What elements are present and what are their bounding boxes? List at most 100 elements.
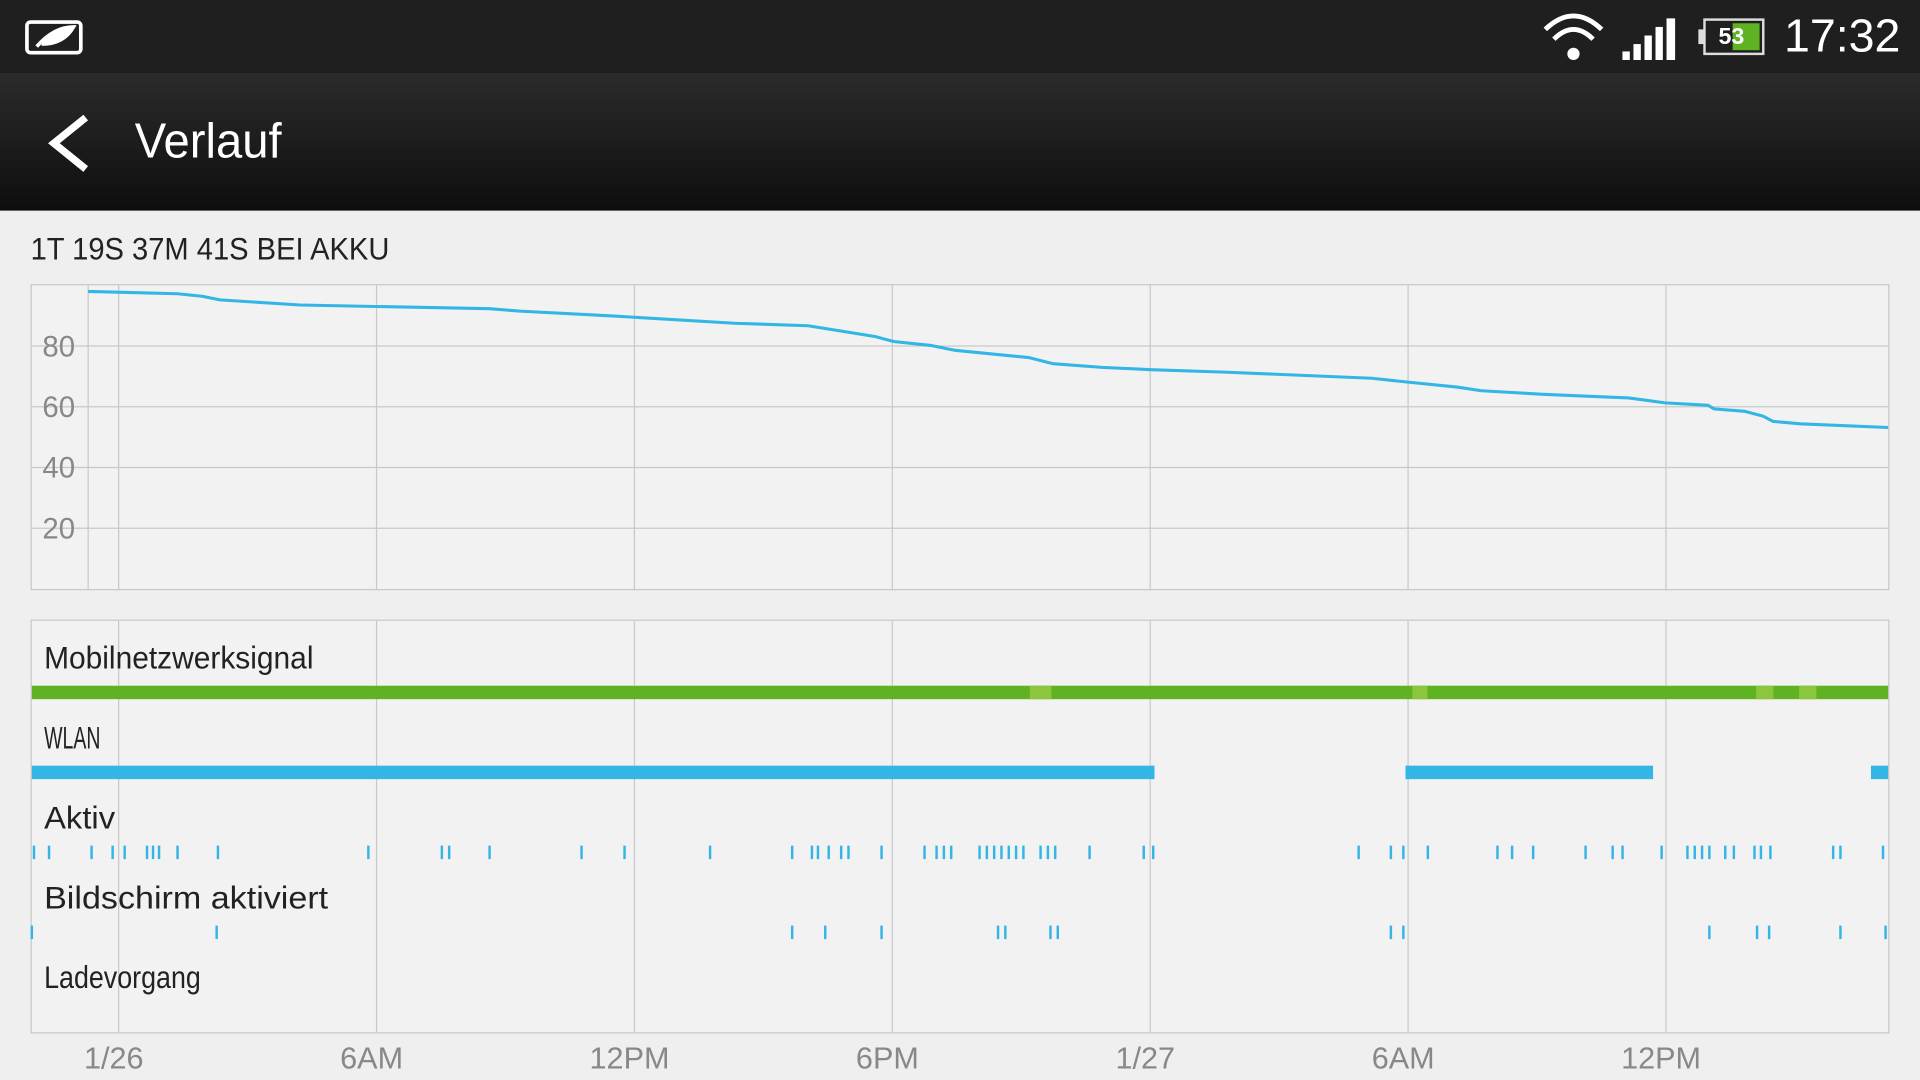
track-event xyxy=(1022,845,1025,860)
battery-line xyxy=(88,289,1889,429)
track-event xyxy=(157,845,161,860)
track-event xyxy=(1839,925,1842,940)
clock: 17:32 xyxy=(1784,9,1900,61)
battery-level: 53 xyxy=(1718,23,1744,49)
track-event xyxy=(123,845,126,860)
track-event xyxy=(32,845,36,860)
y-tick-label: 60 xyxy=(42,391,75,424)
track-event xyxy=(1621,845,1624,860)
track-event xyxy=(580,845,583,860)
track-event xyxy=(1014,845,1018,860)
track-event xyxy=(1056,925,1060,940)
track-event xyxy=(1151,845,1155,860)
track-segment xyxy=(31,685,1889,700)
track-event xyxy=(1402,925,1405,940)
track-event xyxy=(151,845,155,860)
track-event xyxy=(985,845,989,860)
track-event xyxy=(1426,845,1430,860)
track-event xyxy=(1053,845,1057,860)
track-event xyxy=(1700,845,1704,860)
track-event xyxy=(1693,845,1696,860)
track-label: Ladevorgang xyxy=(44,959,201,995)
track-event xyxy=(935,845,938,860)
track-event xyxy=(1389,925,1393,940)
track-event xyxy=(1357,845,1360,860)
x-tick-label: 1/26 xyxy=(84,1042,144,1076)
track-event xyxy=(47,845,51,860)
track-event xyxy=(1000,845,1003,860)
track-event xyxy=(790,845,794,860)
track-event xyxy=(1831,845,1835,860)
track-event xyxy=(816,845,820,860)
track-event xyxy=(708,845,712,860)
y-tick-label: 80 xyxy=(42,330,75,363)
track-event xyxy=(949,845,953,860)
track-event xyxy=(1759,845,1763,860)
track-event xyxy=(176,845,179,860)
track-event xyxy=(992,845,996,860)
track-segment xyxy=(1870,765,1889,780)
track-weak-segment xyxy=(1412,685,1428,700)
track-event xyxy=(1769,845,1772,860)
x-tick-label: 6AM xyxy=(1372,1042,1435,1076)
track-event xyxy=(1389,845,1393,860)
track-event xyxy=(447,845,451,860)
track-event xyxy=(488,845,491,860)
screen-title: Verlauf xyxy=(135,114,282,168)
track-event xyxy=(1039,845,1042,860)
track-event xyxy=(1046,845,1050,860)
track-event xyxy=(1767,925,1771,940)
x-tick-label: 12PM xyxy=(1621,1042,1701,1076)
action-bar xyxy=(0,73,1920,211)
track-label: WLAN xyxy=(44,719,100,755)
track-event xyxy=(1611,845,1614,860)
track-event xyxy=(623,845,626,860)
track-event xyxy=(1753,845,1756,860)
track-event xyxy=(824,925,827,940)
track-event xyxy=(1004,925,1007,940)
track-event xyxy=(30,925,34,940)
track-event xyxy=(1584,845,1587,860)
track-event xyxy=(923,845,926,860)
track-event xyxy=(996,925,1000,940)
battery-duration: 1T 19S 37M 41S BEI AKKU xyxy=(31,230,390,266)
track-event xyxy=(978,845,981,860)
track-event xyxy=(880,845,883,860)
history-panel xyxy=(30,619,1890,1034)
back-button[interactable] xyxy=(48,114,89,172)
track-event xyxy=(942,845,946,860)
track-event xyxy=(1007,845,1011,860)
track-label: Aktiv xyxy=(44,799,115,835)
track-event xyxy=(880,925,883,940)
track-event xyxy=(839,845,843,860)
x-tick-label: 6PM xyxy=(856,1042,919,1076)
track-event xyxy=(111,845,114,860)
track-event xyxy=(810,845,814,860)
status-bar xyxy=(0,0,1920,74)
track-event xyxy=(1142,845,1145,860)
track-label: Mobilnetzwerksignal xyxy=(44,639,313,675)
x-tick-label: 1/27 xyxy=(1116,1042,1176,1076)
signal-icon xyxy=(1622,18,1676,61)
track-event xyxy=(216,845,220,860)
track-event xyxy=(1049,925,1052,940)
track-event xyxy=(1732,845,1736,860)
track-event xyxy=(1402,845,1405,860)
track-weak-segment xyxy=(1799,685,1817,700)
track-event xyxy=(1496,845,1499,860)
track-event xyxy=(367,845,370,860)
track-event xyxy=(215,925,218,940)
track-event xyxy=(1708,925,1711,940)
track-event xyxy=(1510,845,1514,860)
track-event xyxy=(440,845,444,860)
track-segment xyxy=(1405,765,1654,780)
x-tick-label: 12PM xyxy=(590,1042,670,1076)
track-weak-segment xyxy=(1756,685,1774,700)
track-event xyxy=(847,845,850,860)
track-event xyxy=(1724,845,1727,860)
track-event xyxy=(1686,845,1689,860)
y-tick-label: 20 xyxy=(42,512,75,545)
battery-icon: 53 xyxy=(1698,18,1765,56)
